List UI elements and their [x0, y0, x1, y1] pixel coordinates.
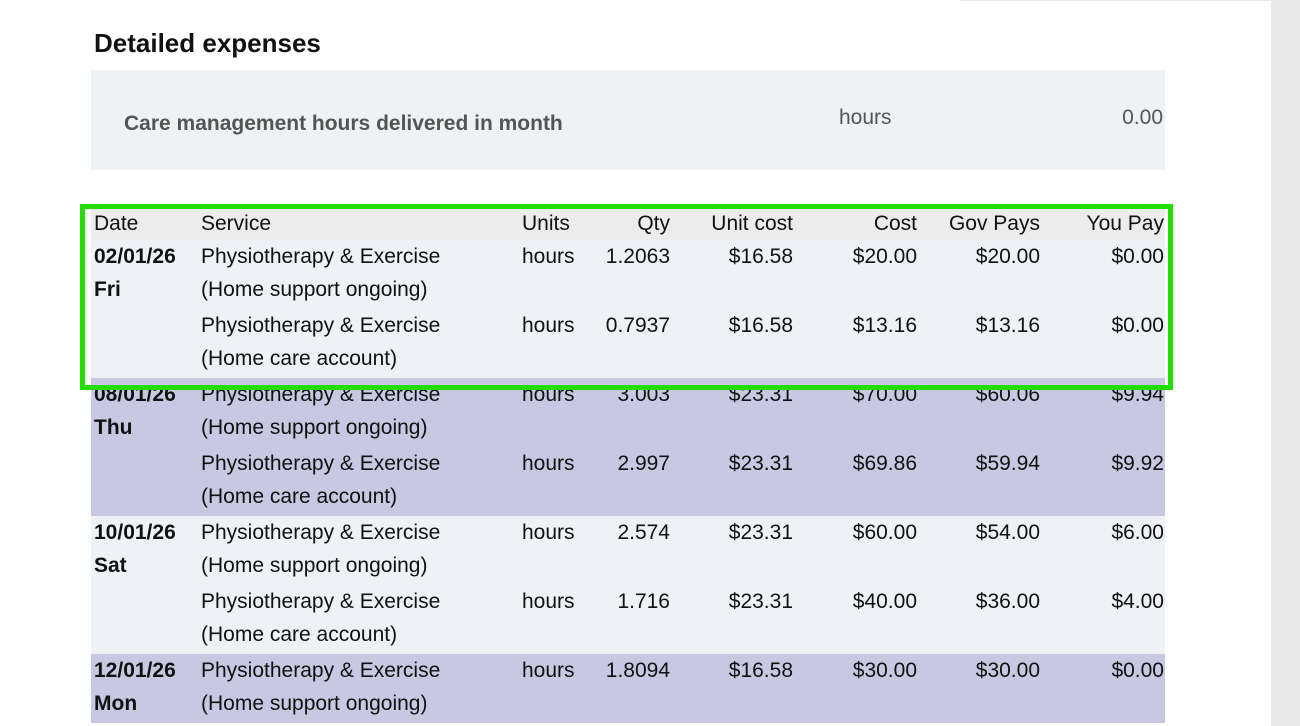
row-service: Physiotherapy & Exercise (Home support o… — [201, 516, 440, 582]
row-gov-pays: $59.94 — [975, 452, 1040, 475]
row-units: hours — [522, 590, 575, 613]
row-date-value: 12/01/26 — [94, 659, 176, 682]
table-row: 10/01/26 Sat Physiotherapy & Exercise (H… — [91, 516, 1165, 585]
row-qty: 2.574 — [617, 521, 670, 544]
header-service: Service — [201, 212, 272, 235]
row-units: hours — [522, 314, 575, 337]
row-unit-cost: $16.58 — [728, 314, 793, 337]
top-edge-divider — [960, 0, 1271, 1]
row-gov-pays: $54.00 — [975, 521, 1040, 544]
row-service: Physiotherapy & Exercise (Home care acco… — [201, 309, 440, 375]
row-unit-cost: $23.31 — [728, 452, 793, 475]
row-date: 12/01/26 Mon — [94, 654, 176, 720]
table-row: 02/01/26 Fri Physiotherapy & Exercise (H… — [91, 240, 1165, 309]
row-service: Physiotherapy & Exercise (Home support o… — [201, 654, 440, 720]
row-you-pay: $4.00 — [1111, 590, 1164, 613]
header-you-pay: You Pay — [1086, 212, 1164, 235]
summary-unit: hours — [839, 106, 892, 129]
row-units: hours — [522, 245, 575, 268]
row-date-value: 02/01/26 — [94, 245, 176, 268]
row-cost: $13.16 — [852, 314, 917, 337]
row-cost: $30.00 — [852, 659, 917, 682]
row-day-value: Mon — [94, 692, 138, 715]
row-service-category: (Home care account) — [201, 485, 398, 508]
row-service-name: Physiotherapy & Exercise — [201, 452, 441, 475]
row-qty: 0.7937 — [605, 314, 670, 337]
row-qty: 1.2063 — [605, 245, 670, 268]
row-service-category: (Home care account) — [201, 623, 398, 646]
row-cost: $20.00 — [852, 245, 917, 268]
table-row: Physiotherapy & Exercise (Home care acco… — [91, 585, 1165, 654]
header-date: Date — [94, 212, 139, 235]
row-you-pay: $9.92 — [1111, 452, 1164, 475]
row-service: Physiotherapy & Exercise (Home support o… — [201, 378, 440, 444]
row-units: hours — [522, 521, 575, 544]
header-unit-cost: Unit cost — [711, 212, 793, 235]
row-date-value: 10/01/26 — [94, 521, 176, 544]
summary-label: Care management hours delivered in month — [124, 112, 563, 135]
header-qty: Qty — [637, 212, 670, 235]
row-service: Physiotherapy & Exercise (Home support o… — [201, 240, 440, 306]
page-title: Detailed expenses — [94, 28, 321, 58]
row-day-value: Fri — [94, 278, 121, 301]
row-service-name: Physiotherapy & Exercise — [201, 521, 441, 544]
row-cost: $69.86 — [852, 452, 917, 475]
row-service-category: (Home support ongoing) — [201, 416, 428, 439]
row-qty: 1.716 — [617, 590, 670, 613]
row-gov-pays: $36.00 — [975, 590, 1040, 613]
row-date: 10/01/26 Sat — [94, 516, 176, 582]
row-units: hours — [522, 452, 575, 475]
row-day-value: Sat — [94, 554, 127, 577]
row-gov-pays: $30.00 — [975, 659, 1040, 682]
care-management-summary: Care management hours delivered in month… — [91, 70, 1165, 170]
row-unit-cost: $23.31 — [728, 590, 793, 613]
row-qty: 3.003 — [617, 383, 670, 406]
row-cost: $40.00 — [852, 590, 917, 613]
table-row: 12/01/26 Mon Physiotherapy & Exercise (H… — [91, 654, 1165, 723]
row-you-pay: $0.00 — [1111, 659, 1164, 682]
row-service-name: Physiotherapy & Exercise — [201, 383, 441, 406]
table-row: 08/01/26 Thu Physiotherapy & Exercise (H… — [91, 378, 1165, 447]
row-gov-pays: $13.16 — [975, 314, 1040, 337]
row-service-category: (Home care account) — [201, 347, 398, 370]
row-service-category: (Home support ongoing) — [201, 278, 428, 301]
row-gov-pays: $20.00 — [975, 245, 1040, 268]
row-date: 08/01/26 Thu — [94, 378, 176, 444]
row-date: 02/01/26 Fri — [94, 240, 176, 306]
header-cost: Cost — [873, 212, 917, 235]
row-unit-cost: $16.58 — [728, 245, 793, 268]
vertical-scrollbar[interactable] — [1271, 0, 1300, 726]
table-header-row: Date Service Units Qty Unit cost Cost Go… — [91, 207, 1165, 240]
row-gov-pays: $60.06 — [975, 383, 1040, 406]
row-service-category: (Home support ongoing) — [201, 554, 428, 577]
row-service-name: Physiotherapy & Exercise — [201, 590, 441, 613]
row-service-name: Physiotherapy & Exercise — [201, 314, 441, 337]
row-service: Physiotherapy & Exercise (Home care acco… — [201, 585, 440, 651]
table-row: Physiotherapy & Exercise (Home care acco… — [91, 447, 1165, 516]
row-service-name: Physiotherapy & Exercise — [201, 659, 441, 682]
row-qty: 2.997 — [617, 452, 670, 475]
row-date-value: 08/01/26 — [94, 383, 176, 406]
row-you-pay: $9.94 — [1111, 383, 1164, 406]
row-units: hours — [522, 659, 575, 682]
row-you-pay: $0.00 — [1111, 245, 1164, 268]
row-you-pay: $0.00 — [1111, 314, 1164, 337]
header-gov-pays: Gov Pays — [948, 212, 1040, 235]
row-service-category: (Home support ongoing) — [201, 692, 428, 715]
table-row: Physiotherapy & Exercise (Home care acco… — [91, 309, 1165, 378]
row-unit-cost: $23.31 — [728, 521, 793, 544]
row-cost: $60.00 — [852, 521, 917, 544]
row-you-pay: $6.00 — [1111, 521, 1164, 544]
row-units: hours — [522, 383, 575, 406]
row-unit-cost: $23.31 — [728, 383, 793, 406]
expenses-table: Date Service Units Qty Unit cost Cost Go… — [91, 207, 1165, 723]
row-day-value: Thu — [94, 416, 133, 439]
row-unit-cost: $16.58 — [728, 659, 793, 682]
header-units: Units — [522, 212, 570, 235]
row-service: Physiotherapy & Exercise (Home care acco… — [201, 447, 440, 513]
summary-value: 0.00 — [1122, 106, 1163, 129]
row-qty: 1.8094 — [605, 659, 670, 682]
row-cost: $70.00 — [852, 383, 917, 406]
row-service-name: Physiotherapy & Exercise — [201, 245, 441, 268]
